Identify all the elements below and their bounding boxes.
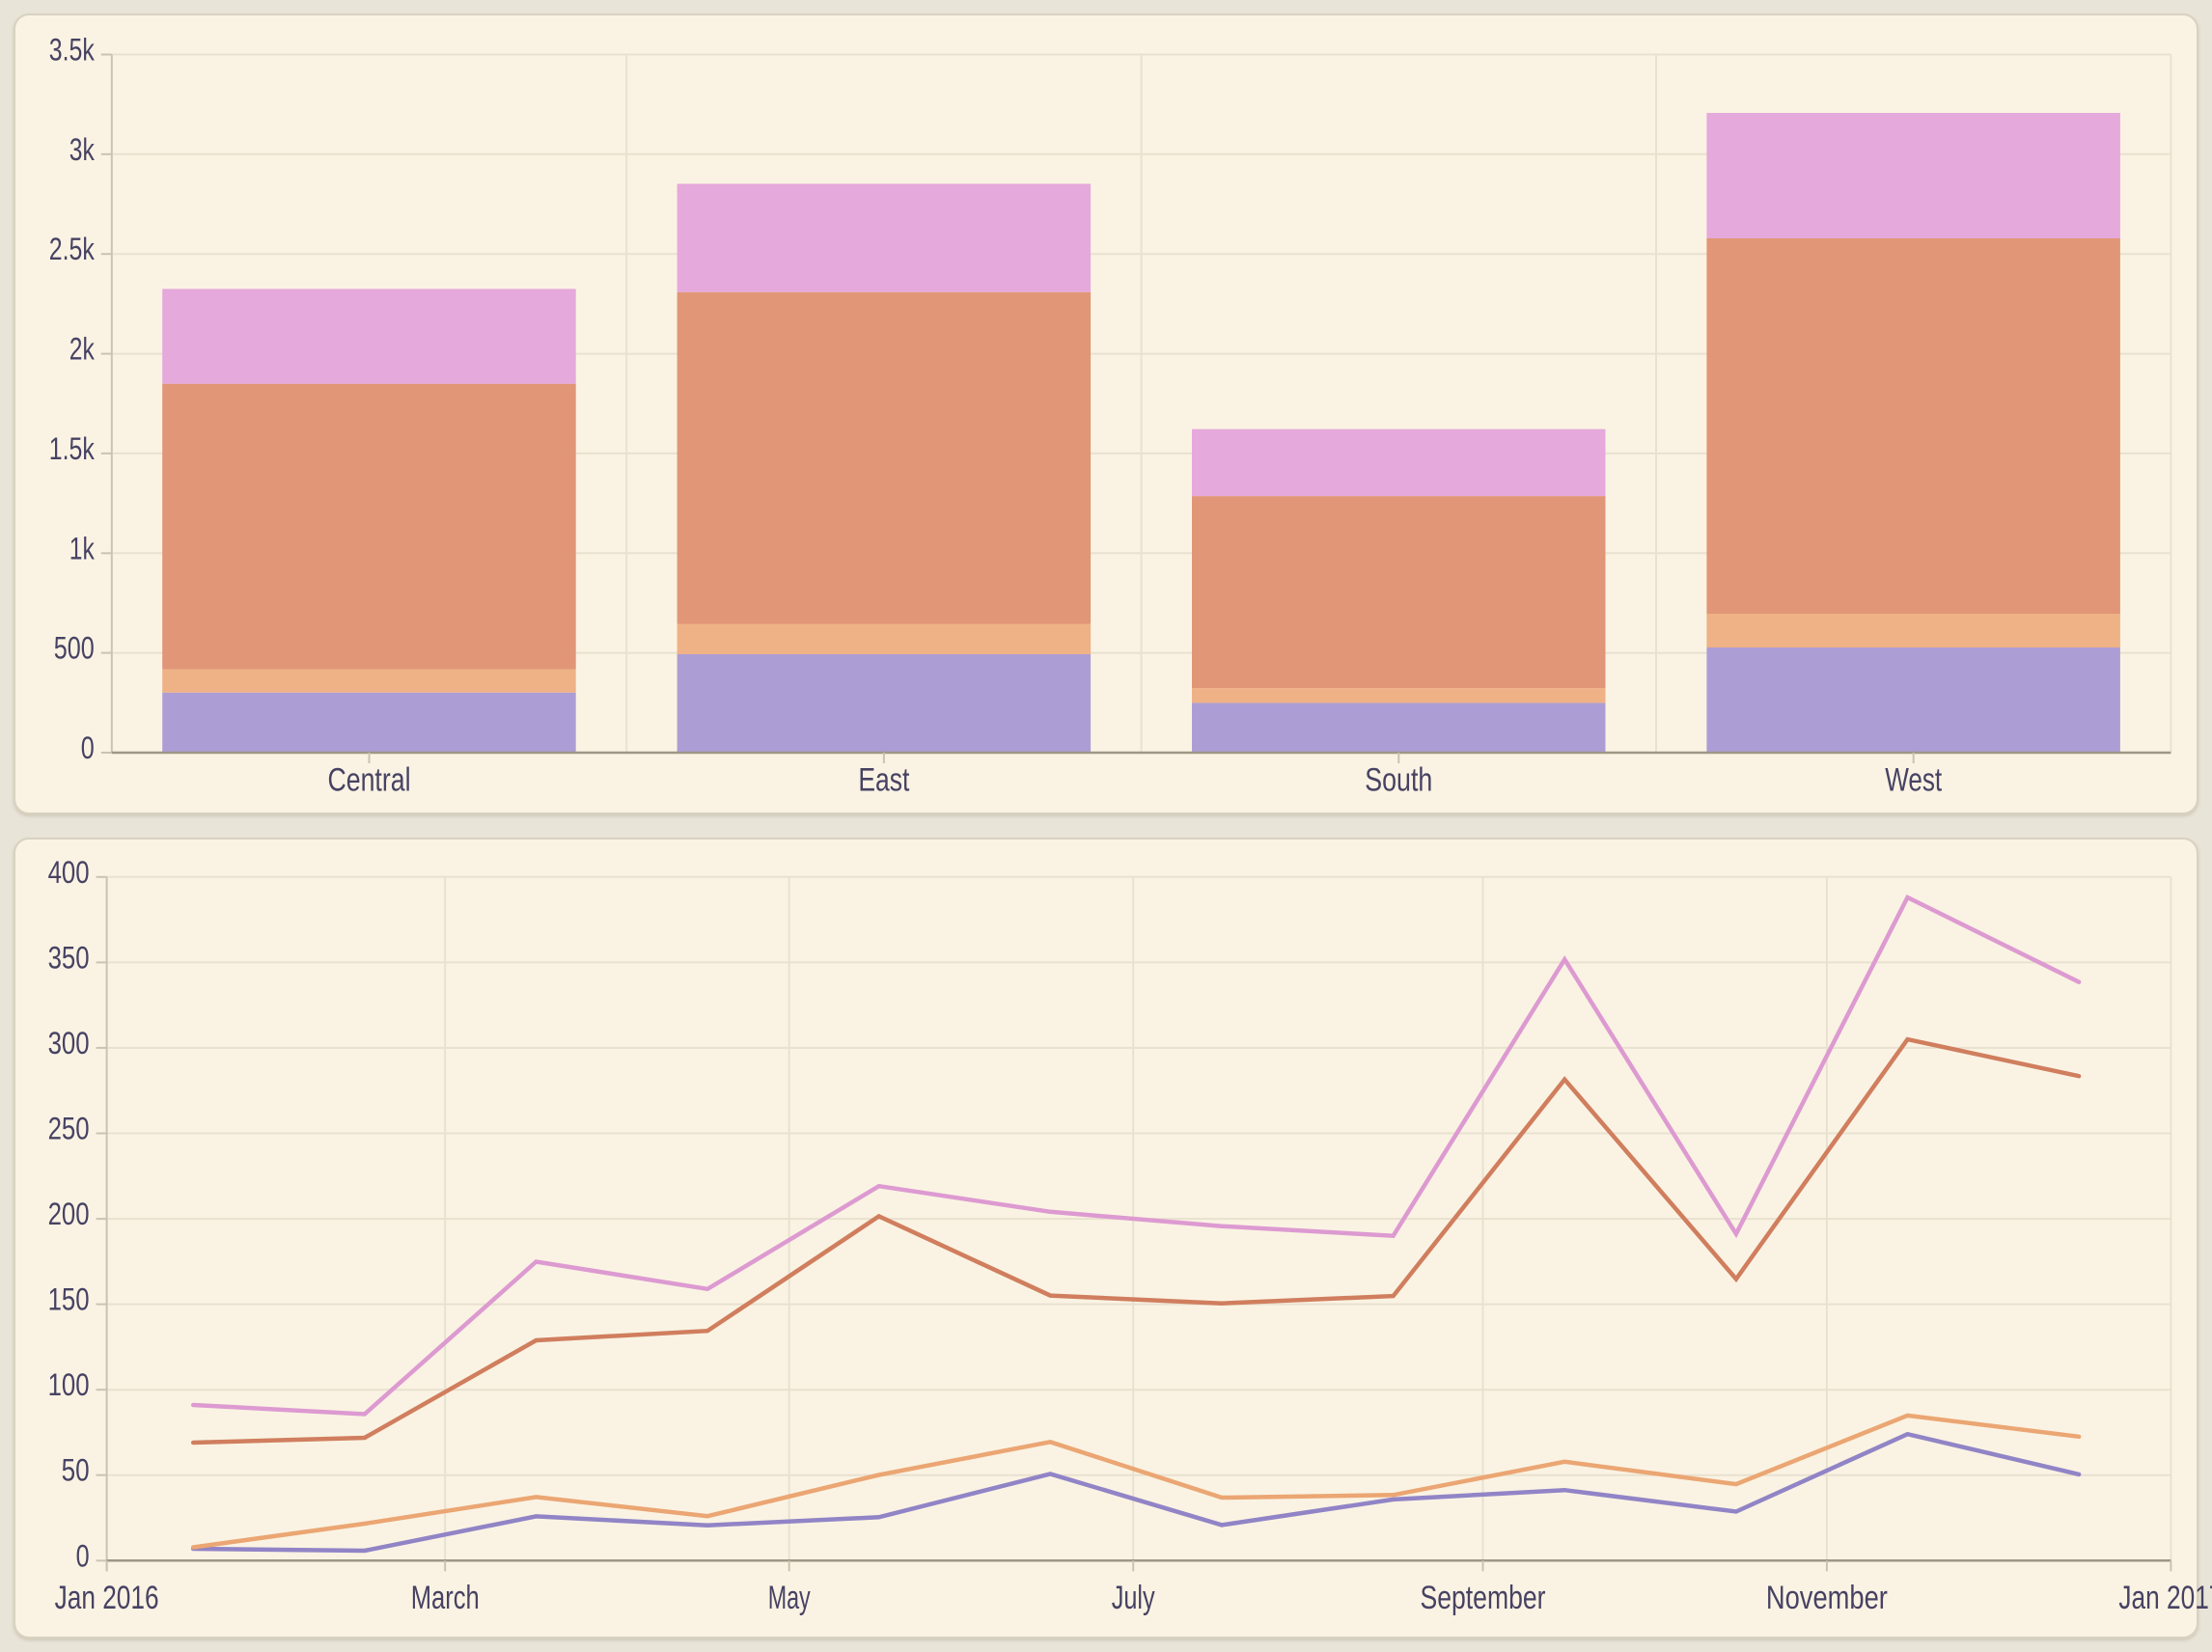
svg-text:300: 300 <box>48 1026 90 1060</box>
svg-text:Central: Central <box>328 762 411 799</box>
svg-text:March: March <box>411 1580 480 1616</box>
svg-text:3k: 3k <box>69 132 96 167</box>
svg-text:1k: 1k <box>69 531 96 565</box>
svg-text:500: 500 <box>54 631 95 666</box>
svg-text:May: May <box>768 1580 811 1616</box>
svg-text:West: West <box>1885 762 1942 799</box>
svg-text:0: 0 <box>76 1538 90 1573</box>
svg-text:Jan 2016: Jan 2016 <box>55 1580 159 1616</box>
svg-text:3.5k: 3.5k <box>49 33 96 68</box>
svg-text:South: South <box>1365 762 1432 799</box>
svg-text:September: September <box>1421 1580 1546 1616</box>
svg-text:East: East <box>858 762 909 799</box>
svg-text:200: 200 <box>48 1197 90 1231</box>
svg-text:July: July <box>1112 1580 1155 1616</box>
svg-text:Jan 2017: Jan 2017 <box>2118 1580 2212 1616</box>
svg-text:1.5k: 1.5k <box>49 431 96 466</box>
svg-text:100: 100 <box>48 1367 90 1402</box>
svg-text:2k: 2k <box>69 332 96 367</box>
svg-text:250: 250 <box>48 1112 90 1146</box>
svg-text:150: 150 <box>48 1282 90 1317</box>
svg-text:2.5k: 2.5k <box>49 232 96 266</box>
svg-text:0: 0 <box>81 730 95 765</box>
svg-text:350: 350 <box>48 940 90 975</box>
svg-text:400: 400 <box>48 855 90 890</box>
svg-text:50: 50 <box>62 1453 90 1488</box>
svg-text:November: November <box>1766 1580 1888 1616</box>
